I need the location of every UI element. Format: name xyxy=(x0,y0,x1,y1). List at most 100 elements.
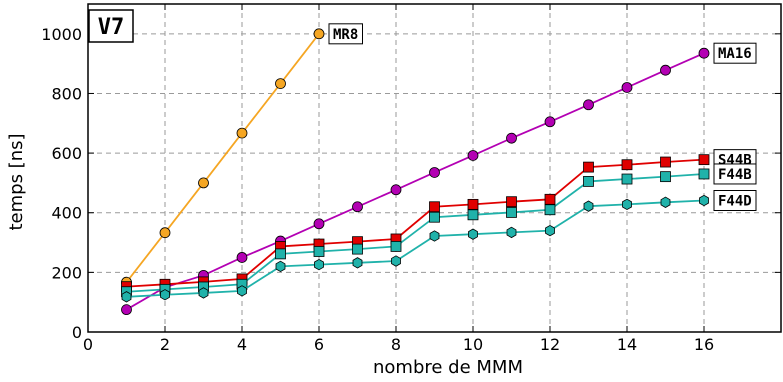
series-line xyxy=(126,173,705,293)
x-tick-label: 14 xyxy=(617,335,637,354)
data-point xyxy=(545,224,555,237)
panel-label-text: V7 xyxy=(98,15,125,40)
data-point xyxy=(467,198,479,210)
x-tick-label: 16 xyxy=(694,335,714,354)
series-label-box xyxy=(713,190,757,212)
data-point xyxy=(313,246,325,257)
y-tick-label: 200 xyxy=(51,263,82,282)
data-point xyxy=(236,127,248,139)
data-point xyxy=(352,201,363,213)
series-line xyxy=(126,158,705,288)
data-point xyxy=(698,154,710,166)
data-point xyxy=(198,287,209,299)
data-point xyxy=(429,167,440,178)
series-label-mr8: MR8 xyxy=(328,23,363,45)
data-point xyxy=(275,260,286,273)
data-point xyxy=(198,177,209,189)
series-mr8 xyxy=(121,28,325,288)
series-label-ma16: MA16 xyxy=(713,42,757,64)
data-point xyxy=(583,200,594,212)
y-tick-label: 800 xyxy=(51,84,82,103)
x-tick-label: 10 xyxy=(463,335,483,354)
series-line xyxy=(126,199,705,298)
series-f44d xyxy=(121,194,709,303)
x-tick-label: 6 xyxy=(314,335,324,354)
data-point xyxy=(429,211,440,223)
data-point xyxy=(236,252,248,263)
data-point xyxy=(237,285,247,297)
plot-frame xyxy=(87,3,782,333)
series-label-text: MA16 xyxy=(718,46,752,62)
x-axis-title: nombre de MMM xyxy=(373,357,523,378)
series-label-box xyxy=(328,23,363,45)
data-point xyxy=(506,132,517,144)
data-point xyxy=(275,248,286,260)
x-tick-label: 8 xyxy=(391,335,401,354)
data-point xyxy=(698,168,710,180)
data-point xyxy=(314,258,324,271)
data-point xyxy=(352,243,363,255)
panel-label: V7 xyxy=(88,9,134,43)
data-point xyxy=(275,78,286,90)
y-tick-label: 600 xyxy=(51,144,82,163)
axes xyxy=(87,3,782,333)
data-point xyxy=(583,99,594,111)
x-tick-label: 2 xyxy=(160,335,170,354)
data-point xyxy=(544,204,556,216)
series-label-f44d: F44D xyxy=(713,190,757,212)
panel-label-box xyxy=(88,9,134,43)
data-point xyxy=(468,228,478,240)
y-tick-label: 0 xyxy=(72,323,82,342)
data-point xyxy=(467,209,479,221)
data-point xyxy=(467,150,479,161)
data-point xyxy=(583,161,594,173)
series-label-text: F44B xyxy=(718,167,752,183)
series-label-text: F44D xyxy=(718,194,752,210)
data-point xyxy=(506,207,517,218)
data-point xyxy=(660,64,671,76)
series-label-box xyxy=(713,42,757,64)
series-line xyxy=(126,52,705,311)
x-tick-label: 4 xyxy=(237,335,247,354)
data-point xyxy=(352,257,363,269)
data-point xyxy=(160,289,170,301)
data-point xyxy=(660,156,671,168)
data-point xyxy=(313,28,325,40)
data-point xyxy=(660,171,671,183)
y-axis-title: temps [ns] xyxy=(6,133,27,230)
series-label-box xyxy=(713,163,757,185)
data-point xyxy=(390,184,402,196)
series-label-text: MR8 xyxy=(333,27,358,43)
series-ma16 xyxy=(121,47,710,316)
data-point xyxy=(621,82,633,93)
data-point xyxy=(544,193,556,205)
x-tick-label: 12 xyxy=(540,335,560,354)
data-point xyxy=(121,291,132,303)
data-point xyxy=(622,198,632,211)
series-line xyxy=(125,33,320,283)
tick-labels: 0 2 4 6 8 10 12 14 16 0 200 400 600 800 1000 xyxy=(41,25,714,354)
series-f44b xyxy=(121,168,710,298)
data-point xyxy=(390,241,402,252)
data-point xyxy=(621,159,633,171)
data-point xyxy=(429,201,440,213)
data-point xyxy=(544,116,556,128)
data-point xyxy=(159,227,171,239)
data-point xyxy=(698,47,710,59)
data-point xyxy=(313,218,325,230)
data-point xyxy=(121,304,132,316)
data-point xyxy=(699,194,709,207)
series-layer xyxy=(121,28,710,316)
data-point xyxy=(506,196,517,208)
y-tick-label: 1000 xyxy=(41,25,82,44)
data-point xyxy=(506,226,517,239)
data-point xyxy=(583,176,594,187)
data-point xyxy=(391,255,401,267)
x-tick-label: 0 xyxy=(83,335,93,354)
series-label-f44b: F44B xyxy=(713,163,757,185)
y-tick-label: 400 xyxy=(51,204,82,223)
data-point xyxy=(621,173,633,185)
data-point xyxy=(660,196,671,208)
